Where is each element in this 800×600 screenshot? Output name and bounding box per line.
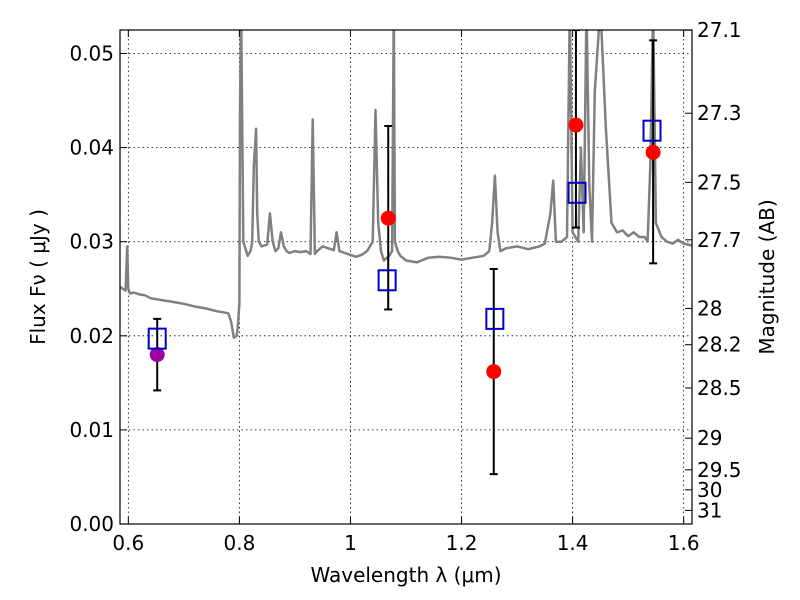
model-photometry-marker xyxy=(642,119,662,142)
x-tick-label: 1.4 xyxy=(557,531,589,555)
y-tick-label: 0.02 xyxy=(69,324,114,348)
axis-ticks xyxy=(120,29,692,525)
x-tick-label: 1.2 xyxy=(446,531,478,555)
y-tick-label: 0.05 xyxy=(69,42,114,66)
x-tick-label: 1.6 xyxy=(668,531,700,555)
data-point xyxy=(645,144,661,160)
y-tick-label: 0.03 xyxy=(69,230,114,254)
x-tick-label: 1 xyxy=(344,531,357,555)
mag-tick-label: 30 xyxy=(697,478,722,502)
mag-tick-label: 28.2 xyxy=(697,333,742,357)
mag-tick-label: 29 xyxy=(697,426,722,450)
mag-tick-label: 27.7 xyxy=(697,228,742,252)
tick-labels: 0.6 0.8 1 1.2 1.4 1.6 0.00 0.01 0.02 0.03 0.04 0.05… xyxy=(69,18,741,555)
mag-tick-label: 28.5 xyxy=(697,376,742,400)
model-spectrum-line xyxy=(120,30,692,339)
y-tick-label: 0.04 xyxy=(69,136,114,160)
model-photometry-marker xyxy=(147,327,167,350)
y2-axis-title: Magnitude (AB) xyxy=(755,199,779,354)
data-point xyxy=(486,364,502,380)
data-points-layer xyxy=(147,30,662,476)
y-tick-label: 0.01 xyxy=(69,418,114,442)
model-photometry-marker xyxy=(485,307,505,330)
plot-frame xyxy=(119,29,693,525)
x-tick-label: 0.6 xyxy=(112,531,144,555)
mag-tick-label: 27.5 xyxy=(697,170,742,194)
mag-tick-label: 28 xyxy=(697,296,722,320)
y-axis-title: Flux Fν ( μJy ) xyxy=(26,209,50,345)
data-point xyxy=(380,210,396,226)
mag-tick-label: 27.1 xyxy=(697,18,742,42)
mag-tick-label: 27.3 xyxy=(697,101,742,125)
model-photometry-marker xyxy=(377,269,397,292)
data-point xyxy=(568,117,584,133)
x-tick-label: 0.8 xyxy=(223,531,255,555)
mag-tick-label: 31 xyxy=(697,498,722,522)
data-point xyxy=(149,347,165,363)
x-axis-title: Wavelength λ (μm) xyxy=(310,563,501,587)
mag-tick-label: 29.5 xyxy=(697,458,742,482)
y-tick-label: 0.00 xyxy=(69,512,114,536)
model-photometry-marker xyxy=(567,181,587,204)
model-spectrum-layer xyxy=(120,30,692,339)
